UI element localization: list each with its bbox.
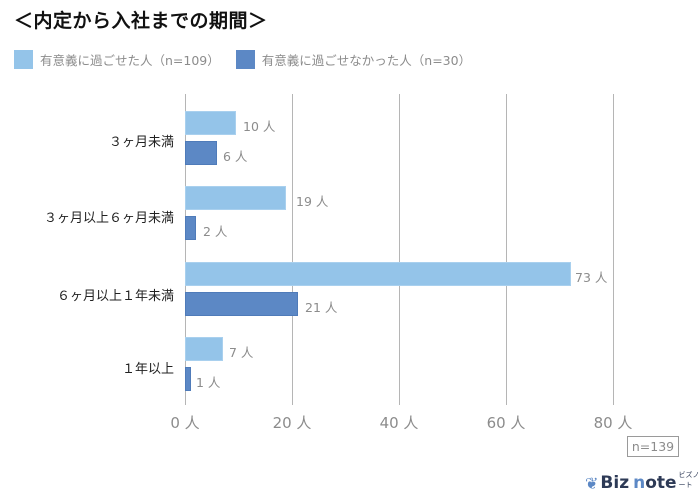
bar-fulfilled (185, 262, 571, 286)
category-label: ３ヶ月以上６ヶ月未満 (43, 211, 174, 226)
bird-icon: ❦ (585, 474, 599, 493)
legend-label: 有意義に過ごせなかった人（n=30） (261, 53, 472, 68)
chart-title: ＜内定から入社までの期間＞ (14, 10, 268, 32)
bar-not-fulfilled (185, 367, 191, 391)
legend-label: 有意義に過ごせた人（n=109） (40, 53, 220, 68)
bar-not-fulfilled (185, 141, 217, 165)
gridline-0 (185, 94, 186, 405)
category-label: １年以上 (121, 362, 174, 377)
bar-value-label: 21 人 (305, 300, 338, 315)
x-tick-label: 0 人 (170, 414, 200, 432)
gridline-40 (399, 94, 400, 405)
bar-value-label: 73 人 (575, 270, 608, 285)
bar-not-fulfilled (185, 216, 196, 240)
bar-fulfilled (185, 186, 286, 210)
bar-value-label: 6 人 (223, 149, 248, 164)
bar-value-label: 19 人 (296, 194, 329, 209)
x-tick-label: 60 人 (486, 414, 526, 432)
legend-item-not-fulfilled: 有意義に過ごせなかった人（n=30） (235, 50, 472, 69)
x-tick-label: 40 人 (379, 414, 419, 432)
legend-swatch-light-blue (14, 50, 33, 69)
sample-size-note: n=139 (627, 436, 679, 457)
x-tick-label: 20 人 (272, 414, 312, 432)
bar-value-label: 1 人 (196, 375, 221, 390)
legend: 有意義に過ごせた人（n=109） 有意義に過ごせなかった人（n=30） (14, 50, 487, 69)
category-label: ６ヶ月以上１年未満 (56, 289, 174, 304)
logo-note-rest: ote (645, 473, 677, 493)
legend-swatch-dark-blue (235, 50, 255, 69)
logo-biz: Biz (600, 473, 630, 493)
bar-value-label: 7 人 (229, 345, 254, 360)
logo-note-n: n (633, 473, 646, 493)
bar-fulfilled (185, 111, 236, 135)
gridline-80 (613, 94, 614, 405)
gridline-60 (506, 94, 507, 405)
bar-value-label: 2 人 (203, 224, 228, 239)
x-tick-label: 80 人 (593, 414, 633, 432)
biznote-logo: ❦ Biz n ote ビズノート (585, 470, 700, 493)
logo-kana: ビズノート (678, 471, 700, 489)
legend-item-fulfilled: 有意義に過ごせた人（n=109） (14, 50, 220, 69)
bar-not-fulfilled (185, 292, 298, 316)
category-label: ３ヶ月未満 (108, 135, 174, 150)
gridline-20 (292, 94, 293, 405)
bar-fulfilled (185, 337, 223, 361)
bar-value-label: 10 人 (243, 119, 276, 134)
